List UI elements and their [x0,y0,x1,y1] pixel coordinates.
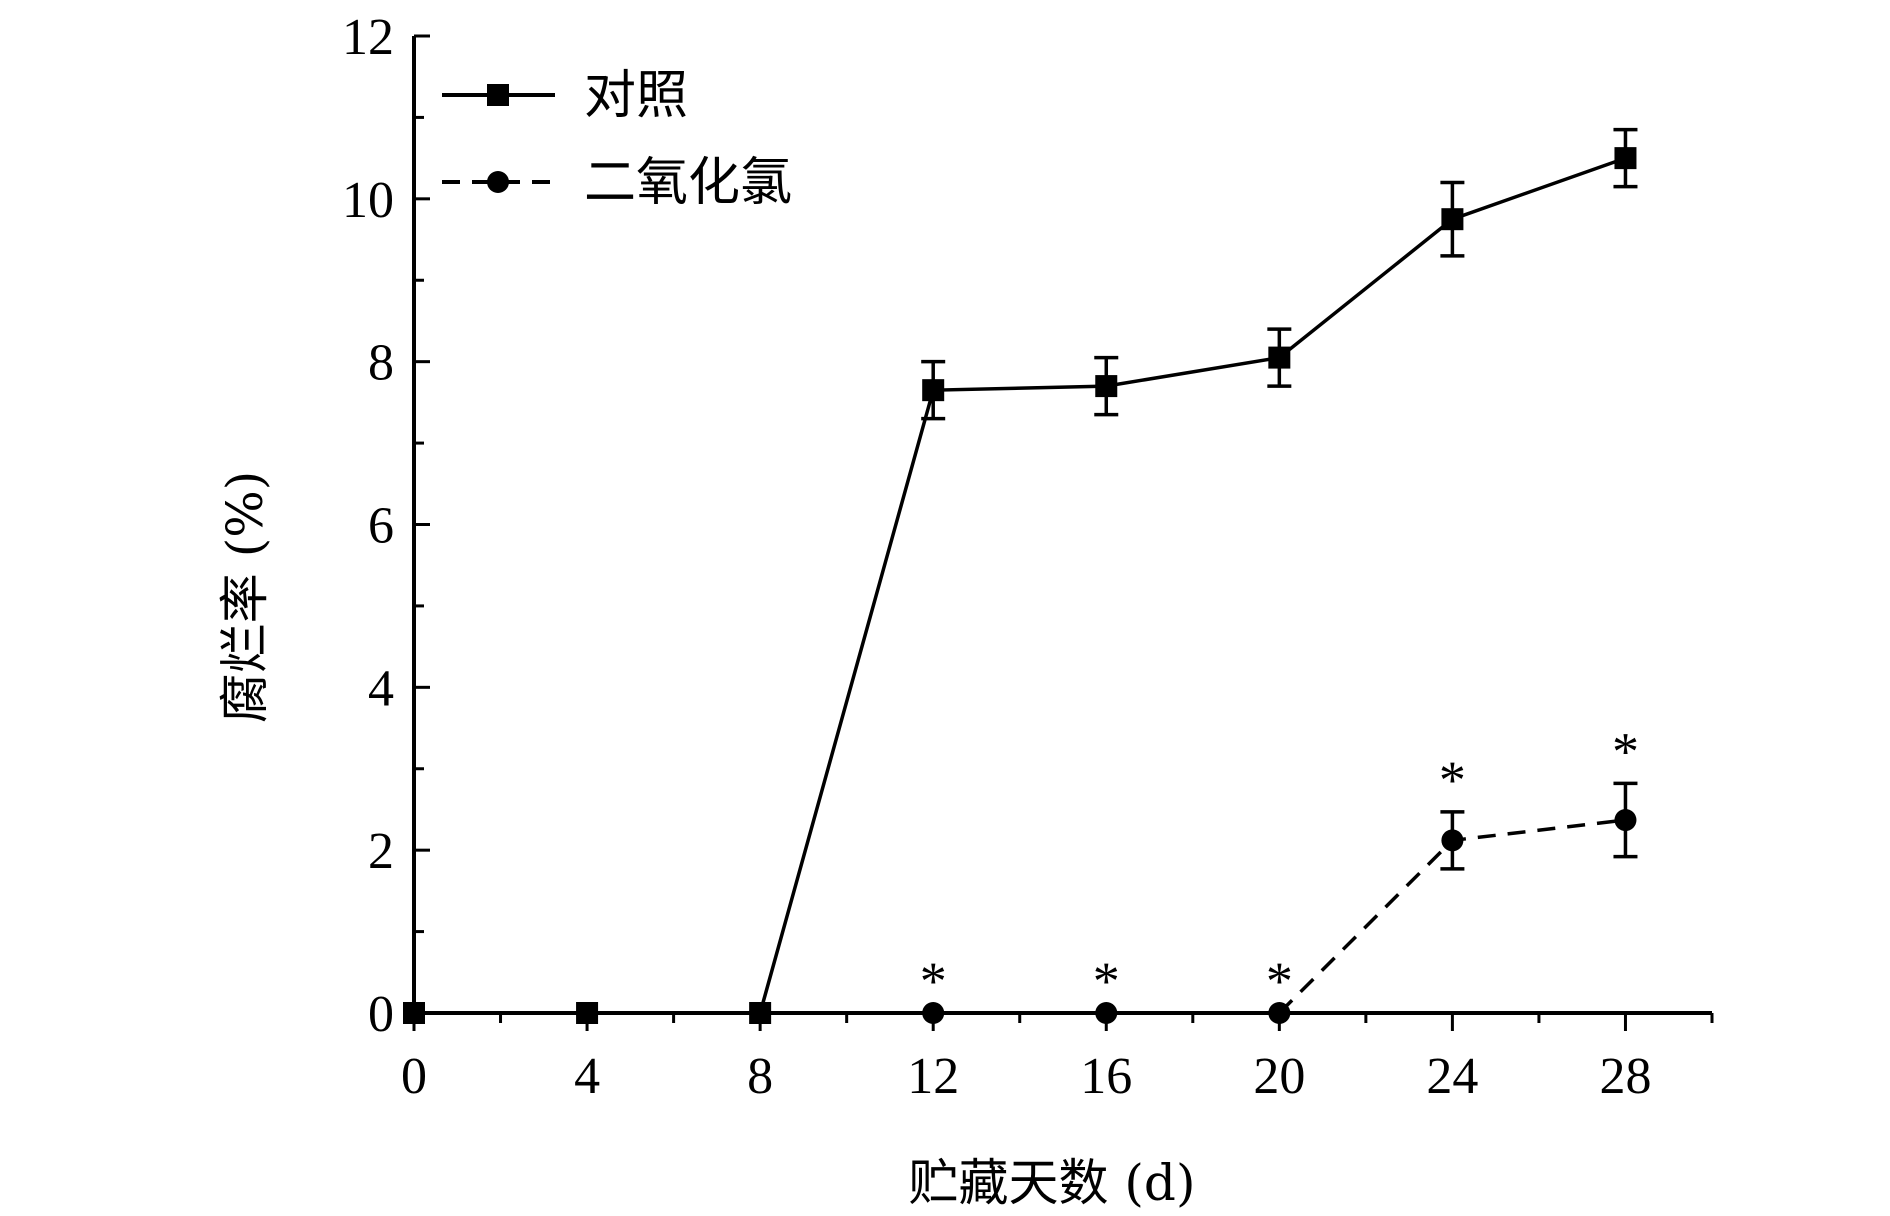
data-point-square [922,379,945,402]
y-tick-label: 2 [368,823,394,880]
x-axis-title: 贮藏天数 (d) [909,1154,1196,1212]
series-2 [403,781,1638,1024]
x-tick-label: 12 [907,1048,959,1105]
legend-marker-circle [487,171,509,193]
data-point-circle [1268,1002,1291,1024]
x-tick-label: 0 [401,1048,427,1105]
data-point-circle [1614,809,1637,832]
data-point-square [1441,208,1464,231]
data-point-square [1095,375,1118,398]
data-point-circle [749,1002,772,1024]
legend-item-1: 对照 [442,66,688,126]
significance-mark: * [1266,951,1293,1011]
legend-marker-square [487,84,509,106]
y-tick-label: 12 [342,9,394,66]
data-point-circle [576,1002,599,1024]
x-tick-label: 16 [1080,1048,1132,1105]
series-layer [403,127,1638,1024]
legend-item-2: 二氧化氯 [442,153,792,213]
y-tick-label: 4 [368,660,394,717]
y-axis-title: 腐烂率 (%) [216,471,274,723]
x-tick-label: 4 [574,1048,600,1105]
series-line [414,156,1627,1015]
y-tick-label: 6 [368,498,394,555]
data-point-circle [403,1002,425,1024]
legend-label: 二氧化氯 [584,153,792,213]
data-point-square [1268,346,1291,369]
x-tick-label: 20 [1253,1048,1305,1105]
data-point-square [1614,147,1637,170]
legend-label: 对照 [584,66,688,126]
significance-mark: * [1612,721,1639,781]
y-tick-label: 10 [342,172,394,229]
y-tick-label: 0 [368,986,394,1043]
data-point-circle [1441,829,1464,852]
x-tick-label: 8 [747,1048,773,1105]
data-point-circle [1095,1002,1118,1024]
significance-mark: * [920,951,947,1011]
data-point-circle [922,1002,945,1024]
x-tick-label: 24 [1426,1048,1478,1105]
annotation-layer: * * * * * [920,721,1639,1011]
significance-mark: * [1439,750,1466,810]
series-1 [403,127,1638,1024]
y-tick-label: 8 [368,335,394,392]
significance-mark: * [1093,951,1120,1011]
x-tick-label: 28 [1599,1048,1651,1105]
